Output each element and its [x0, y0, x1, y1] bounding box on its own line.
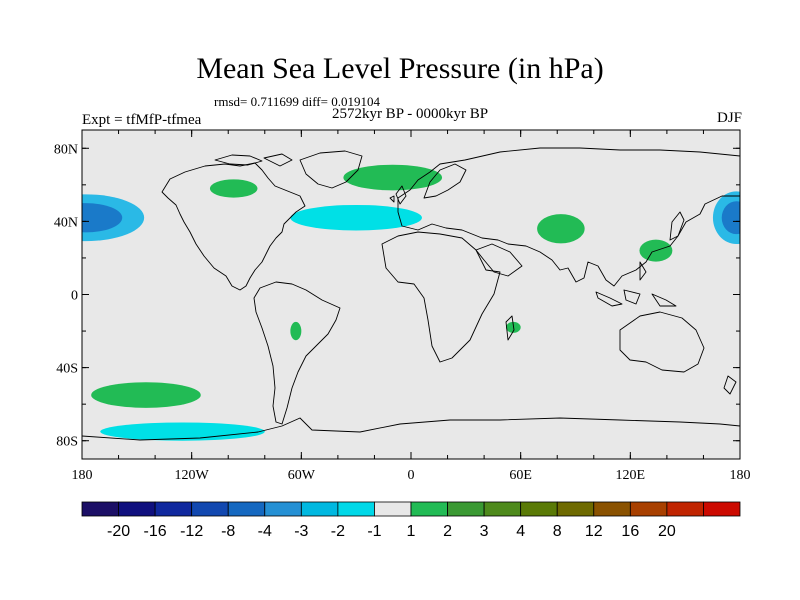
- colorbar-label: 2: [443, 523, 452, 540]
- lon-tick-label: 60E: [509, 468, 532, 483]
- colorbar-swatch: [556, 501, 595, 517]
- colorbar-label: 12: [585, 523, 603, 540]
- coastline-new-zealand: [723, 375, 737, 395]
- southern-pacific-negative: [100, 422, 265, 441]
- colorbar-swatch: [593, 501, 631, 517]
- coastline-north-america: [161, 162, 306, 291]
- coastline-japan: [669, 211, 685, 241]
- south-pacific-positive: [91, 382, 201, 408]
- lat-tick-label: 40N: [54, 215, 78, 230]
- coastline-arctic-islands: [214, 153, 293, 167]
- lat-tick-label: 40S: [56, 362, 78, 377]
- greenland-positive: [343, 164, 443, 191]
- colorbar-label: -1: [367, 523, 381, 540]
- lon-tick-label: 60W: [288, 468, 316, 483]
- colorbar-swatch: [300, 501, 339, 517]
- colorbar-swatch: [227, 501, 266, 517]
- axes-layer: 80N 40N 0 40S 80S 180 120W 60W 0 60E 120E 180: [54, 130, 751, 483]
- map-frame: [81, 129, 741, 460]
- coastline-antarctica: [82, 417, 740, 441]
- south-america-positive: [290, 321, 302, 341]
- colorbar-label: -16: [144, 523, 167, 540]
- experiment-label: Expt = tfMfP-tfmea: [82, 112, 202, 128]
- coastline-southeast-asia-islands: [595, 261, 677, 307]
- coastline-greenland: [299, 150, 363, 189]
- colorbar-label: -12: [180, 523, 203, 540]
- canada-positive: [209, 179, 258, 198]
- lon-tick-label: 120W: [175, 468, 210, 483]
- central-asia-positive: [537, 214, 585, 244]
- lat-tick-label: 80S: [56, 435, 78, 450]
- coastline-australia: [619, 311, 705, 373]
- colorbar-label: -8: [221, 523, 235, 540]
- north-pacific-low-east: [721, 201, 740, 235]
- colorbar: -20 -16 -12 -8 -4 -3 -2 -1 1 2 3 4 8 12 16 20: [81, 501, 741, 540]
- colorbar-swatch: [374, 501, 412, 517]
- colorbar-label: 4: [516, 523, 525, 540]
- coastline-madagascar: [505, 315, 515, 341]
- colorbar-label: -3: [294, 523, 308, 540]
- coastline-south-america: [253, 281, 341, 425]
- colorbar-swatch: [447, 501, 485, 517]
- colorbar-swatch: [191, 501, 229, 517]
- lon-tick-label: 120E: [616, 468, 646, 483]
- colorbar-label: -2: [331, 523, 345, 540]
- north-atlantic-negative: [290, 204, 422, 231]
- colorbar-swatch: [154, 501, 193, 517]
- colorbar-label: 16: [621, 523, 639, 540]
- map-title: Mean Sea Level Pressure (in hPa): [196, 52, 604, 85]
- colorbar-swatch: [483, 501, 522, 517]
- lon-tick-label: 180: [72, 468, 93, 483]
- coastline-arabia: [475, 243, 523, 277]
- coastline-british-isles: [389, 185, 407, 205]
- coastline-africa: [381, 231, 501, 363]
- lon-tick-label: 0: [408, 468, 415, 483]
- colorbar-swatch: [410, 501, 448, 517]
- lat-tick-label: 80N: [54, 142, 78, 157]
- coastline-layer: [82, 147, 740, 441]
- colorbar-swatch: [118, 501, 156, 517]
- colorbar-label: -4: [258, 523, 272, 540]
- lon-tick-label: 180: [730, 468, 751, 483]
- colorbar-label: 8: [553, 523, 562, 540]
- colorbar-swatch: [520, 501, 558, 517]
- colorbar-swatch: [629, 501, 668, 517]
- colorbar-label: 3: [480, 523, 489, 540]
- colorbar-swatch: [81, 501, 119, 517]
- colorbar-label: -20: [107, 523, 130, 540]
- time-span-label: 2572kyr BP - 0000kyr BP: [331, 106, 489, 122]
- north-pacific-low-west: [82, 203, 123, 233]
- anomaly-layer: [82, 164, 740, 441]
- coastline-eurasia: [397, 147, 740, 287]
- coastline-scandinavia: [423, 163, 467, 199]
- lat-tick-label: 0: [71, 289, 78, 304]
- colorbar-swatch: [703, 501, 741, 517]
- colorbar-swatch: [337, 501, 375, 517]
- colorbar-swatch: [666, 501, 704, 517]
- colorbar-label: 20: [658, 523, 676, 540]
- season-label: DJF: [716, 110, 742, 126]
- statistics-label: rmsd= 0.711699 diff= 0.019104: [214, 94, 380, 109]
- colorbar-label: 1: [407, 523, 416, 540]
- colorbar-swatch: [264, 501, 302, 517]
